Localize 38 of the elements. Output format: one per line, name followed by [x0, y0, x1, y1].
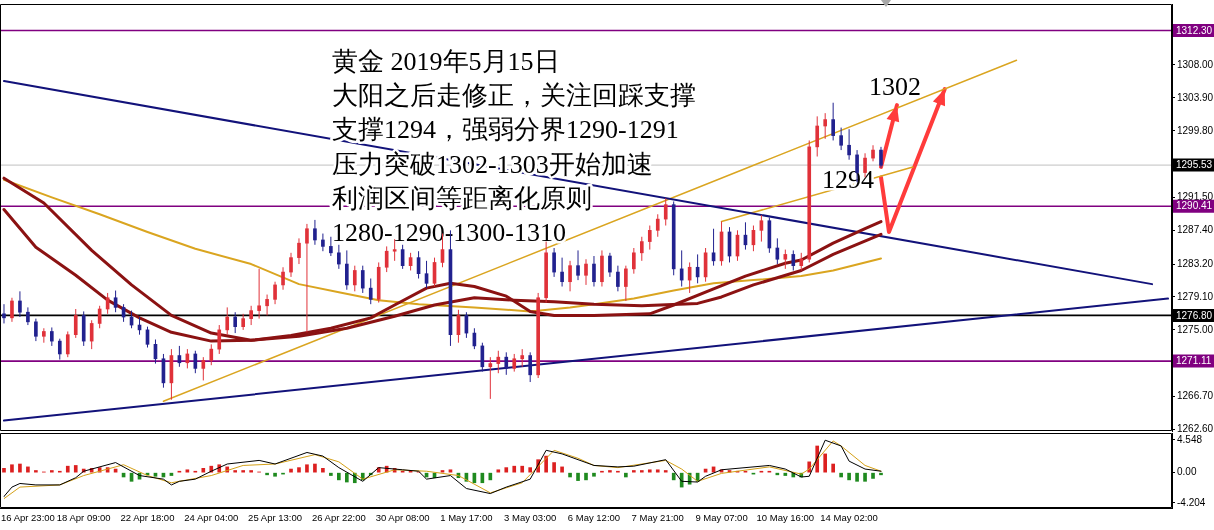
x-tick-label: 6 May 12:00 — [567, 512, 621, 524]
x-tick-label: 3 May 03:00 — [504, 512, 557, 524]
y-tick-label: 1303.90 — [1177, 91, 1214, 103]
annotation: 1280-1290-1300-1310 — [332, 218, 566, 248]
y-tick-label: 0.00 — [1177, 466, 1197, 478]
y-tick-label: 1291.50 — [1177, 191, 1214, 203]
x-tick-label: 26 Apr 22:00 — [311, 512, 366, 524]
x-tick-label: 7 May 21:00 — [631, 512, 684, 524]
x-tick-label: 22 Apr 18:00 — [120, 512, 175, 524]
annotation: 利润区间等距离化原则 — [332, 184, 592, 214]
x-tick-label: 30 Apr 08:00 — [375, 512, 430, 524]
annotation: 大阳之后走修正，关注回踩支撑 — [332, 81, 696, 111]
y-tick-label: 1287.40 — [1177, 224, 1214, 236]
y-tick-label: -4.204 — [1177, 496, 1206, 508]
x-tick-label: 24 Apr 04:00 — [184, 512, 239, 524]
y-tick-label: 1266.70 — [1177, 390, 1214, 402]
x-tick-label: 10 May 16:00 — [756, 512, 815, 524]
x-tick-label: 18 Apr 09:00 — [56, 512, 111, 524]
y-tick-label: 1262.60 — [1177, 423, 1214, 435]
x-tick-label: 16 Apr 23:00 — [0, 512, 55, 524]
ref-line-label: 1312.30 — [1176, 24, 1213, 36]
annotation: 1302 — [869, 71, 921, 101]
x-tick-label: 25 Apr 13:00 — [248, 512, 303, 524]
annotation: 支撑1294，强弱分界1290-1291 — [332, 115, 679, 145]
y-tick-label: 1275.00 — [1177, 323, 1214, 335]
y-tick-label: 4.548 — [1177, 433, 1203, 445]
ref-line-label: 1276.80 — [1176, 309, 1213, 321]
x-tick-label: 1 May 17:00 — [440, 512, 493, 524]
y-tick-label: 1308.00 — [1177, 58, 1214, 70]
ref-line-label: 1290.41 — [1176, 200, 1213, 212]
ref-line-label: 1271.11 — [1176, 355, 1212, 367]
x-tick-label: 9 May 07:00 — [695, 512, 748, 524]
y-tick-label: 1283.20 — [1177, 257, 1214, 269]
annotation: 黄金 2019年5月15日 — [332, 46, 560, 76]
ref-line-label: 1295.53 — [1176, 159, 1213, 171]
y-tick-label: 1299.80 — [1177, 124, 1214, 136]
x-tick-label: 14 May 02:00 — [820, 512, 878, 524]
y-tick-label: 1279.10 — [1177, 290, 1214, 302]
